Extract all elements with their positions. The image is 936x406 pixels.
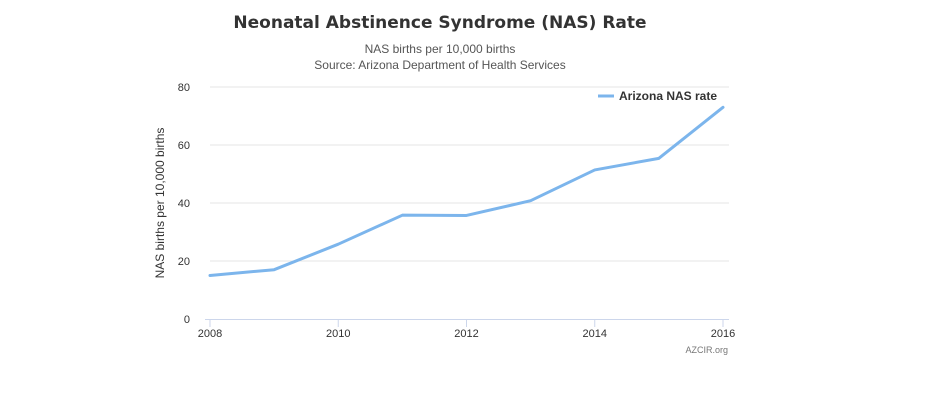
x-tick-label: 2014 bbox=[583, 328, 607, 340]
y-tick-label: 60 bbox=[178, 140, 190, 152]
y-tick-label: 0 bbox=[184, 314, 190, 326]
x-tick-label: 2016 bbox=[711, 328, 735, 340]
legend-label: Arizona NAS rate bbox=[619, 89, 717, 103]
series-layer bbox=[208, 105, 725, 277]
y-tick-label: 40 bbox=[178, 198, 190, 210]
chart-title: Neonatal Abstinence Syndrome (NAS) Rate bbox=[233, 13, 647, 33]
series-line[interactable] bbox=[208, 105, 725, 277]
x-tick-label: 2012 bbox=[454, 328, 478, 340]
y-tick-label: 80 bbox=[178, 82, 190, 94]
chart-subtitle: NAS births per 10,000 births bbox=[364, 42, 516, 56]
y-axis-ticks: 0 20 40 60 80 bbox=[178, 82, 190, 326]
legend[interactable]: Arizona NAS rate bbox=[598, 89, 717, 103]
chart-source: Source: Arizona Department of Health Ser… bbox=[314, 58, 566, 72]
gridlines bbox=[210, 86, 729, 262]
y-tick-label: 20 bbox=[178, 256, 190, 268]
x-tick-label: 2010 bbox=[326, 328, 350, 340]
x-tick-label: 2008 bbox=[198, 328, 222, 340]
x-axis: 2008 2010 2012 2014 2016 bbox=[198, 319, 735, 340]
chart-credit[interactable]: AZCIR.org bbox=[685, 345, 728, 355]
y-axis-title: NAS births per 10,000 births bbox=[153, 128, 167, 279]
